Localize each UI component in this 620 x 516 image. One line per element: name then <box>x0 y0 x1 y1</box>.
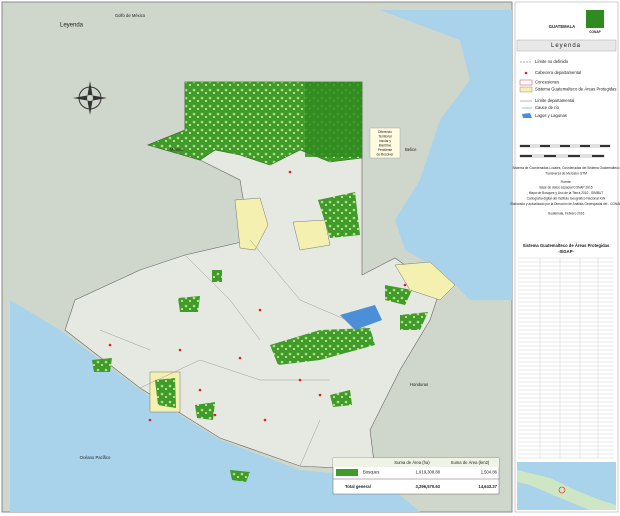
table-cell: 1,919,308.88 <box>416 470 441 475</box>
table-cell: Bosques <box>363 470 379 475</box>
legend-item: Cauce de río <box>535 105 560 110</box>
side-panel: GUATEMALA CONAP Leyenda Límite no defini… <box>510 1 620 513</box>
legend-item: Límite departamental <box>535 98 574 103</box>
note-line: Elaborado y actualizado por la Dirección… <box>510 202 620 206</box>
logo-agency: CONAP <box>589 30 601 34</box>
dispute-line: de Resolver <box>376 152 394 156</box>
table-total: 14,643.27 <box>478 484 497 489</box>
dispute-line: Diferendo <box>378 130 392 134</box>
belize-label: Belice <box>405 147 417 152</box>
dispute-line: Pendiente <box>378 148 393 152</box>
legend-item: Sistema Guatemalteco de Áreas Protegidas <box>535 87 616 92</box>
dispute-line: Territorial <box>378 134 391 138</box>
table-total: Total general <box>345 484 371 489</box>
ocean-label: Océano Pacífico <box>80 455 111 460</box>
table-total: 3,296,570.63 <box>416 484 441 489</box>
legend-item: Lagos y Lagunas <box>535 113 567 118</box>
note-line: Guatemala, Febrero 2016 <box>548 211 585 215</box>
map-labels: Leyenda Golfo de México México Belice Oc… <box>60 13 428 460</box>
note-line: Sistema de Coordenadas Locales, Coordena… <box>512 166 619 170</box>
note-line: Base de datos espacial CONAP 2015 <box>539 185 592 189</box>
legend-title: Leyenda <box>551 43 581 49</box>
note-line: Mapa de Bosques y Uso de la Tierra 2010 … <box>529 191 603 195</box>
table-cell: 1,504.86 <box>481 470 498 475</box>
legend-item: Concesiones <box>535 80 559 85</box>
panel-title: Sistema Guatemalteco de Áreas Protegidas <box>523 243 610 248</box>
legend-item: Cabecera departamental <box>535 70 581 75</box>
dispute-line: Insular y <box>379 139 391 143</box>
summary-table: Suma de Área (ha) Suma de Área (km2) Bos… <box>332 457 500 495</box>
map-corner-title: Leyenda <box>60 23 84 29</box>
legend-item: Límite no definido <box>535 59 569 64</box>
note-line: Transversa de Mercator GTM <box>545 171 587 175</box>
honduras-label: Honduras <box>410 382 428 387</box>
note-line: Cartografía digital del Instituto Geográ… <box>527 196 606 200</box>
note-line: Fuente: <box>561 180 572 184</box>
table-header: Suma de Área (km2) <box>451 460 490 465</box>
dispute-line: Marítimo <box>379 143 392 147</box>
map-frame <box>1 1 513 513</box>
gulf-label: Golfo de México <box>115 13 146 18</box>
logo-country: GUATEMALA <box>549 24 575 29</box>
mexico-label: México <box>170 147 184 152</box>
table-header: Suma de Área (ha) <box>394 460 430 465</box>
panel-title: -SIGAP- <box>558 249 574 254</box>
